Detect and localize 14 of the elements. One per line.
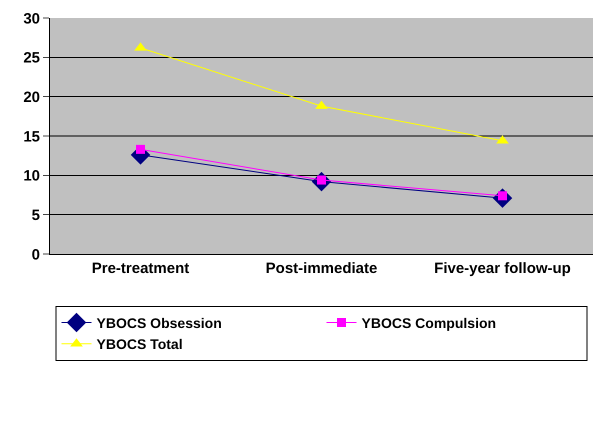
y-tick-label: 0 xyxy=(32,246,40,264)
x-tick-label: Post-immediate xyxy=(266,260,378,277)
x-tick-label: Five-year follow-up xyxy=(434,260,571,277)
legend-label: YBOCS Total xyxy=(96,336,183,352)
legend-label: YBOCS Compulsion xyxy=(362,314,496,331)
y-tick-label: 15 xyxy=(23,128,40,146)
y-tick-label: 20 xyxy=(23,88,40,106)
y-tick-label: 5 xyxy=(32,206,40,224)
y-tick-label: 30 xyxy=(23,10,40,28)
point xyxy=(136,144,145,154)
x-tick-label: Pre-treatment xyxy=(92,260,190,277)
legend-label: YBOCS Obsession xyxy=(96,314,222,331)
y-tick-label: 10 xyxy=(23,168,40,185)
y-tick-label: 25 xyxy=(23,50,40,67)
